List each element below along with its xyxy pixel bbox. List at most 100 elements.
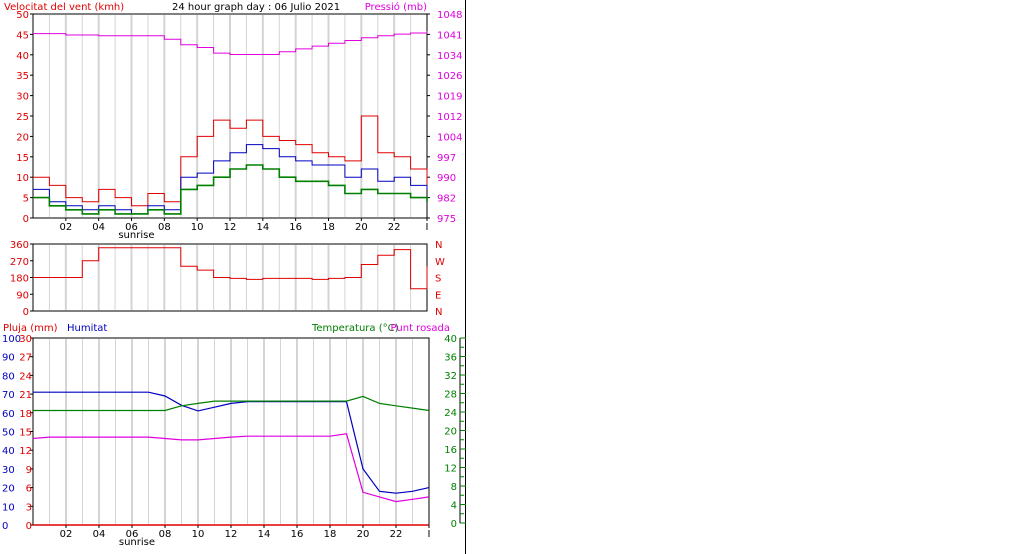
temperature-series xyxy=(33,395,430,412)
wind-y-tick-label: 25 xyxy=(16,112,29,123)
wind-x-tick-label: 16 xyxy=(289,222,302,233)
wind-y-tick-label: 10 xyxy=(16,173,29,184)
direction-compass-label: N xyxy=(435,307,442,318)
weather-graph-svg: Velocitat del vent (kmh) 24 hour graph d… xyxy=(2,1,466,548)
direction-y-tick-label: 180 xyxy=(10,274,29,285)
direction-compass-label: N xyxy=(435,240,442,251)
pressure-y-tick-label: 1012 xyxy=(437,112,462,123)
wind-x-tick-label: I xyxy=(426,222,429,233)
humidity-y-tick-label: 80 xyxy=(2,371,15,382)
rain-y-tick-label: 6 xyxy=(26,484,32,495)
temperature-label: Temperatura (°C) xyxy=(311,323,399,334)
rain-y-tick-label: 0 xyxy=(26,521,32,532)
humidity-series xyxy=(33,391,430,494)
humidity-x-tick-label: 02 xyxy=(60,529,73,540)
humidity-y-tick-label: 90 xyxy=(2,353,15,364)
pressure-y-tick-label: 997 xyxy=(437,153,456,164)
pressure-y-tick-label: 990 xyxy=(437,173,456,184)
humidity-x-tick-label: 04 xyxy=(93,529,106,540)
wind-direction-series xyxy=(33,247,428,290)
pressure-y-tick-label: 1004 xyxy=(437,132,462,143)
humidity-sunrise-label: sunrise xyxy=(119,537,155,548)
wind-x-tick-label: 10 xyxy=(191,222,204,233)
humidity-x-tick-label: 22 xyxy=(390,529,403,540)
rain-y-tick-label: 21 xyxy=(19,390,32,401)
wind-gust-series xyxy=(33,115,428,207)
temperature-y-tick-label: 36 xyxy=(444,353,457,364)
wind-y-tick-label: 5 xyxy=(23,194,29,205)
humidity-y-tick-label: 60 xyxy=(2,409,15,420)
humidity-x-tick-label: 14 xyxy=(258,529,271,540)
humidity-y-tick-label: 100 xyxy=(2,334,21,345)
humidity-x-tick-label: 10 xyxy=(192,529,205,540)
wind-speed-label: Velocitat del vent (kmh) xyxy=(4,2,124,13)
wind-y-tick-label: 45 xyxy=(16,30,29,41)
wind-x-tick-label: 22 xyxy=(388,222,401,233)
temperature-y-tick-label: 0 xyxy=(451,519,457,530)
direction-y-tick-label: 360 xyxy=(10,240,29,251)
wind-x-tick-label: 04 xyxy=(92,222,105,233)
pressure-y-tick-label: 1034 xyxy=(437,51,462,62)
wind-y-tick-label: 35 xyxy=(16,71,29,82)
humidity-y-tick-label: 10 xyxy=(2,502,15,513)
pressure-label: Pressió (mb) xyxy=(365,1,427,13)
humidity-x-tick-label: 20 xyxy=(357,529,370,540)
wind-y-tick-label: 30 xyxy=(16,92,29,103)
wind-x-tick-label: 14 xyxy=(256,222,269,233)
temperature-y-tick-label: 28 xyxy=(444,390,457,401)
humidity-y-tick-label: 50 xyxy=(2,428,15,439)
wind-x-tick-label: 12 xyxy=(224,222,237,233)
rain-y-tick-label: 3 xyxy=(26,502,32,513)
humidity-x-tick-label: 08 xyxy=(159,529,172,540)
dewpoint-label: Punt rosada xyxy=(391,323,450,334)
wind-low-series xyxy=(33,164,428,215)
rain-y-tick-label: 27 xyxy=(19,353,32,364)
wind-x-tick-label: 06 xyxy=(125,222,138,233)
direction-compass-label: W xyxy=(435,257,445,268)
rain-y-tick-label: 30 xyxy=(19,334,32,345)
humidity-x-tick-label: 12 xyxy=(225,529,238,540)
temperature-y-tick-label: 12 xyxy=(444,464,457,475)
temperature-y-tick-label: 16 xyxy=(444,445,457,456)
humidity-x-tick-label: 06 xyxy=(126,529,139,540)
wind-x-tick-label: 02 xyxy=(59,222,72,233)
humidity-y-tick-label: 40 xyxy=(2,446,15,457)
wind-sunrise-label: sunrise xyxy=(118,230,154,241)
rain-label: Pluja (mm) xyxy=(3,323,58,334)
pressure-series xyxy=(33,31,428,55)
weather-graph-panel: Velocitat del vent (kmh) 24 hour graph d… xyxy=(0,0,466,554)
wind-x-tick-label: 08 xyxy=(158,222,171,233)
temperature-y-tick-label: 32 xyxy=(444,371,457,382)
temperature-y-tick-label: 24 xyxy=(444,408,457,419)
wind-y-tick-label: 20 xyxy=(16,132,29,143)
rain-y-tick-label: 12 xyxy=(19,446,32,457)
dewpoint-series xyxy=(32,433,430,503)
pressure-y-tick-label: 1041 xyxy=(437,30,462,41)
direction-y-tick-label: 90 xyxy=(16,290,29,301)
wind-y-tick-label: 15 xyxy=(16,153,29,164)
direction-y-tick-label: 0 xyxy=(23,307,29,318)
humidity-x-tick-label: 16 xyxy=(291,529,304,540)
humidity-y-tick-label: 20 xyxy=(2,484,15,495)
humidity-y-tick-label: 0 xyxy=(2,521,8,532)
wind-x-tick-label: 20 xyxy=(355,222,368,233)
wind-avg-series xyxy=(33,144,428,215)
graph-title: 24 hour graph day : 06 Julio 2021 xyxy=(172,2,340,13)
humidity-y-tick-label: 70 xyxy=(2,390,15,401)
rain-y-tick-label: 18 xyxy=(19,409,32,420)
direction-compass-label: E xyxy=(435,290,441,301)
pressure-y-tick-label: 982 xyxy=(437,194,456,205)
wind-pressure-chart: 5045403530252015105010481041103410261019… xyxy=(16,10,462,241)
wind-y-tick-label: 50 xyxy=(16,10,29,21)
pressure-y-tick-label: 975 xyxy=(437,214,456,225)
temperature-y-tick-label: 20 xyxy=(444,427,457,438)
temperature-y-tick-label: 8 xyxy=(451,482,457,493)
pressure-y-tick-label: 1048 xyxy=(437,10,462,21)
wind-y-tick-label: 0 xyxy=(23,214,29,225)
rain-y-tick-label: 15 xyxy=(19,428,32,439)
direction-y-tick-label: 270 xyxy=(10,257,29,268)
wind-x-tick-label: 18 xyxy=(322,222,335,233)
rain-y-tick-label: 24 xyxy=(19,371,32,382)
